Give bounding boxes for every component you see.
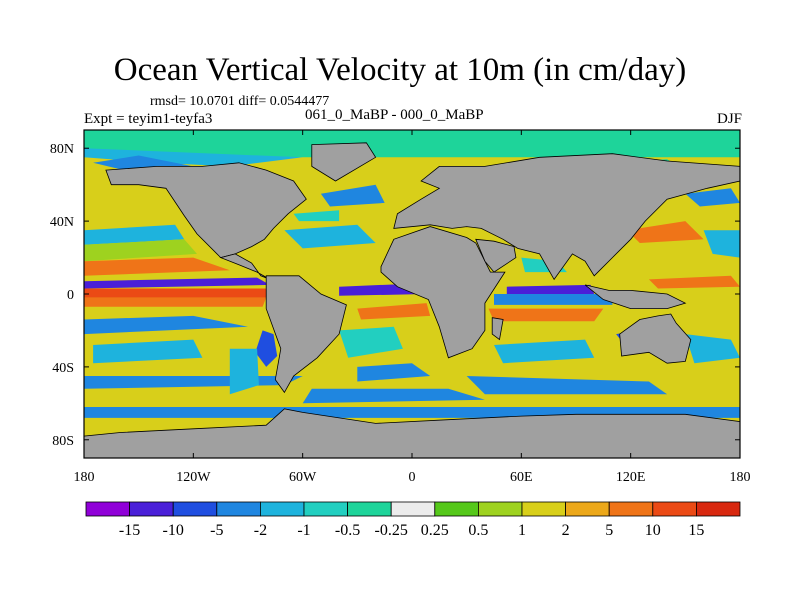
- ocean-velocity-region: [84, 288, 267, 298]
- land-arabia: [475, 238, 517, 273]
- experiments-label: 061_0_MaBP - 000_0_MaBP: [305, 107, 484, 123]
- x-tick-label: 120W: [176, 470, 211, 485]
- ocean-velocity-region: [494, 294, 613, 305]
- x-tick-label: 60E: [510, 470, 533, 485]
- ocean-velocity-region: [685, 188, 740, 207]
- colorbar-segment: [608, 501, 654, 517]
- ocean-velocity-region: [84, 239, 197, 262]
- x-tick-label: 60W: [289, 470, 317, 485]
- ocean-velocity-region: [284, 224, 376, 249]
- land-indonesia: [584, 284, 687, 310]
- colorbar-label: -0.5: [335, 522, 360, 539]
- ocean-velocity-region: [627, 221, 704, 243]
- land-africa: [380, 226, 506, 359]
- colorbar-segment: [696, 501, 741, 517]
- colorbar-segment: [129, 501, 174, 517]
- land-eurasia: [393, 153, 741, 281]
- colorbar-label: 5: [605, 522, 613, 539]
- land-south-america: [265, 275, 347, 394]
- ocean-velocity-region: [506, 284, 595, 294]
- ocean-velocity-region: [84, 315, 248, 335]
- colorbar-segment: [259, 501, 305, 517]
- colorbar-segment: [652, 501, 697, 517]
- y-tick-label: 40S: [52, 361, 74, 376]
- colorbar-label: 15: [688, 522, 704, 539]
- y-tick-label: 80N: [50, 142, 74, 157]
- colorbar-segment: [477, 501, 523, 517]
- ocean-velocity-region: [84, 148, 303, 167]
- colorbar-label: -2: [254, 522, 267, 539]
- colorbar-label: 0.5: [468, 522, 488, 539]
- land-antarctica: [83, 408, 741, 459]
- ocean-velocity-region: [703, 230, 740, 258]
- colorbar-segment: [172, 501, 218, 517]
- ocean-velocity-region: [685, 334, 740, 364]
- ocean-velocity-region: [84, 130, 740, 158]
- colorbar-segment: [521, 501, 566, 517]
- colorbar-label: 0.25: [421, 522, 449, 539]
- ocean-velocity-region: [339, 326, 403, 358]
- colorbar-segment: [347, 501, 392, 517]
- expt-label: Expt = teyim1-teyfa3: [84, 111, 213, 127]
- ocean-velocity-region: [84, 277, 270, 289]
- ocean-velocity-region: [494, 339, 595, 364]
- ocean-velocity-region: [229, 348, 259, 395]
- colorbar-label: 10: [645, 522, 661, 539]
- land-north-america: [105, 162, 307, 259]
- x-tick-label: 0: [409, 470, 416, 485]
- y-tick-label: 40N: [50, 215, 74, 230]
- ocean-velocity-region: [84, 257, 230, 276]
- land-australia: [619, 313, 692, 364]
- ocean-velocity-region: [93, 339, 203, 364]
- colorbar-segment: [303, 501, 348, 517]
- land-madagascar: [491, 317, 504, 341]
- colorbar-segment: [85, 501, 130, 517]
- ocean-velocity-region: [320, 184, 385, 207]
- colorbar-label: -15: [119, 522, 140, 539]
- x-tick-label: 120E: [616, 470, 646, 485]
- colorbar-label: -0.25: [375, 522, 408, 539]
- colorbar-segment: [565, 501, 610, 517]
- colorbar-label: 1: [518, 522, 526, 539]
- colorbar-label: 2: [562, 522, 570, 539]
- y-tick-label: 0: [67, 288, 74, 303]
- colorbar-segment: [216, 501, 261, 517]
- colorbar-label: -10: [163, 522, 184, 539]
- x-tick-label: 180: [74, 470, 95, 485]
- ocean-velocity-region: [255, 330, 278, 367]
- ocean-velocity-region: [84, 224, 185, 245]
- ocean-velocity-region: [357, 363, 431, 382]
- ocean-velocity-region: [357, 303, 431, 320]
- ocean-velocity-region: [84, 297, 267, 307]
- stats-label: rmsd= 10.0701 diff= 0.0544477: [150, 94, 330, 109]
- ocean-velocity-region: [488, 308, 604, 322]
- y-tick-label: 80S: [52, 434, 74, 449]
- colorbar-segment: [390, 501, 436, 517]
- ocean-velocity-region: [302, 388, 485, 404]
- ocean-velocity-region: [293, 210, 340, 222]
- x-tick-label: 180: [730, 470, 751, 485]
- colorbar-label: -5: [210, 522, 223, 539]
- colorbar-label: -1: [297, 522, 310, 539]
- chart-title: Ocean Vertical Velocity at 10m (in cm/da…: [113, 52, 687, 88]
- land-central-america: [219, 253, 271, 280]
- colorbar-segment: [434, 501, 479, 517]
- season-label: DJF: [716, 111, 742, 127]
- ocean-velocity-region: [648, 275, 740, 289]
- ocean-velocity-region: [466, 376, 668, 395]
- land-greenland: [311, 142, 377, 182]
